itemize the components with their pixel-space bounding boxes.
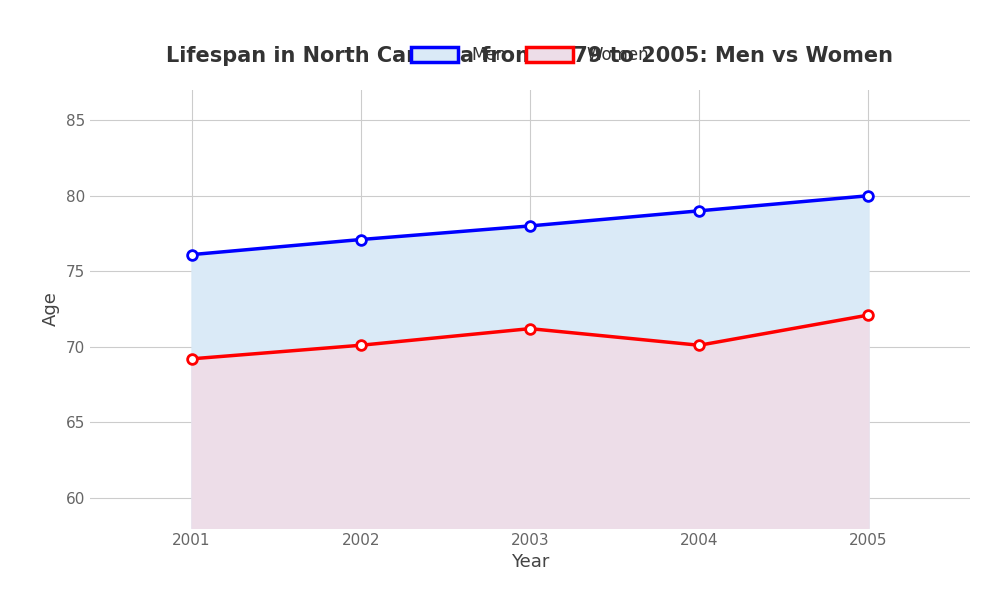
Y-axis label: Age: Age <box>42 292 60 326</box>
X-axis label: Year: Year <box>511 553 549 571</box>
Legend: Men, Women: Men, Women <box>411 46 649 64</box>
Title: Lifespan in North Carolina from 1979 to 2005: Men vs Women: Lifespan in North Carolina from 1979 to … <box>166 46 894 66</box>
